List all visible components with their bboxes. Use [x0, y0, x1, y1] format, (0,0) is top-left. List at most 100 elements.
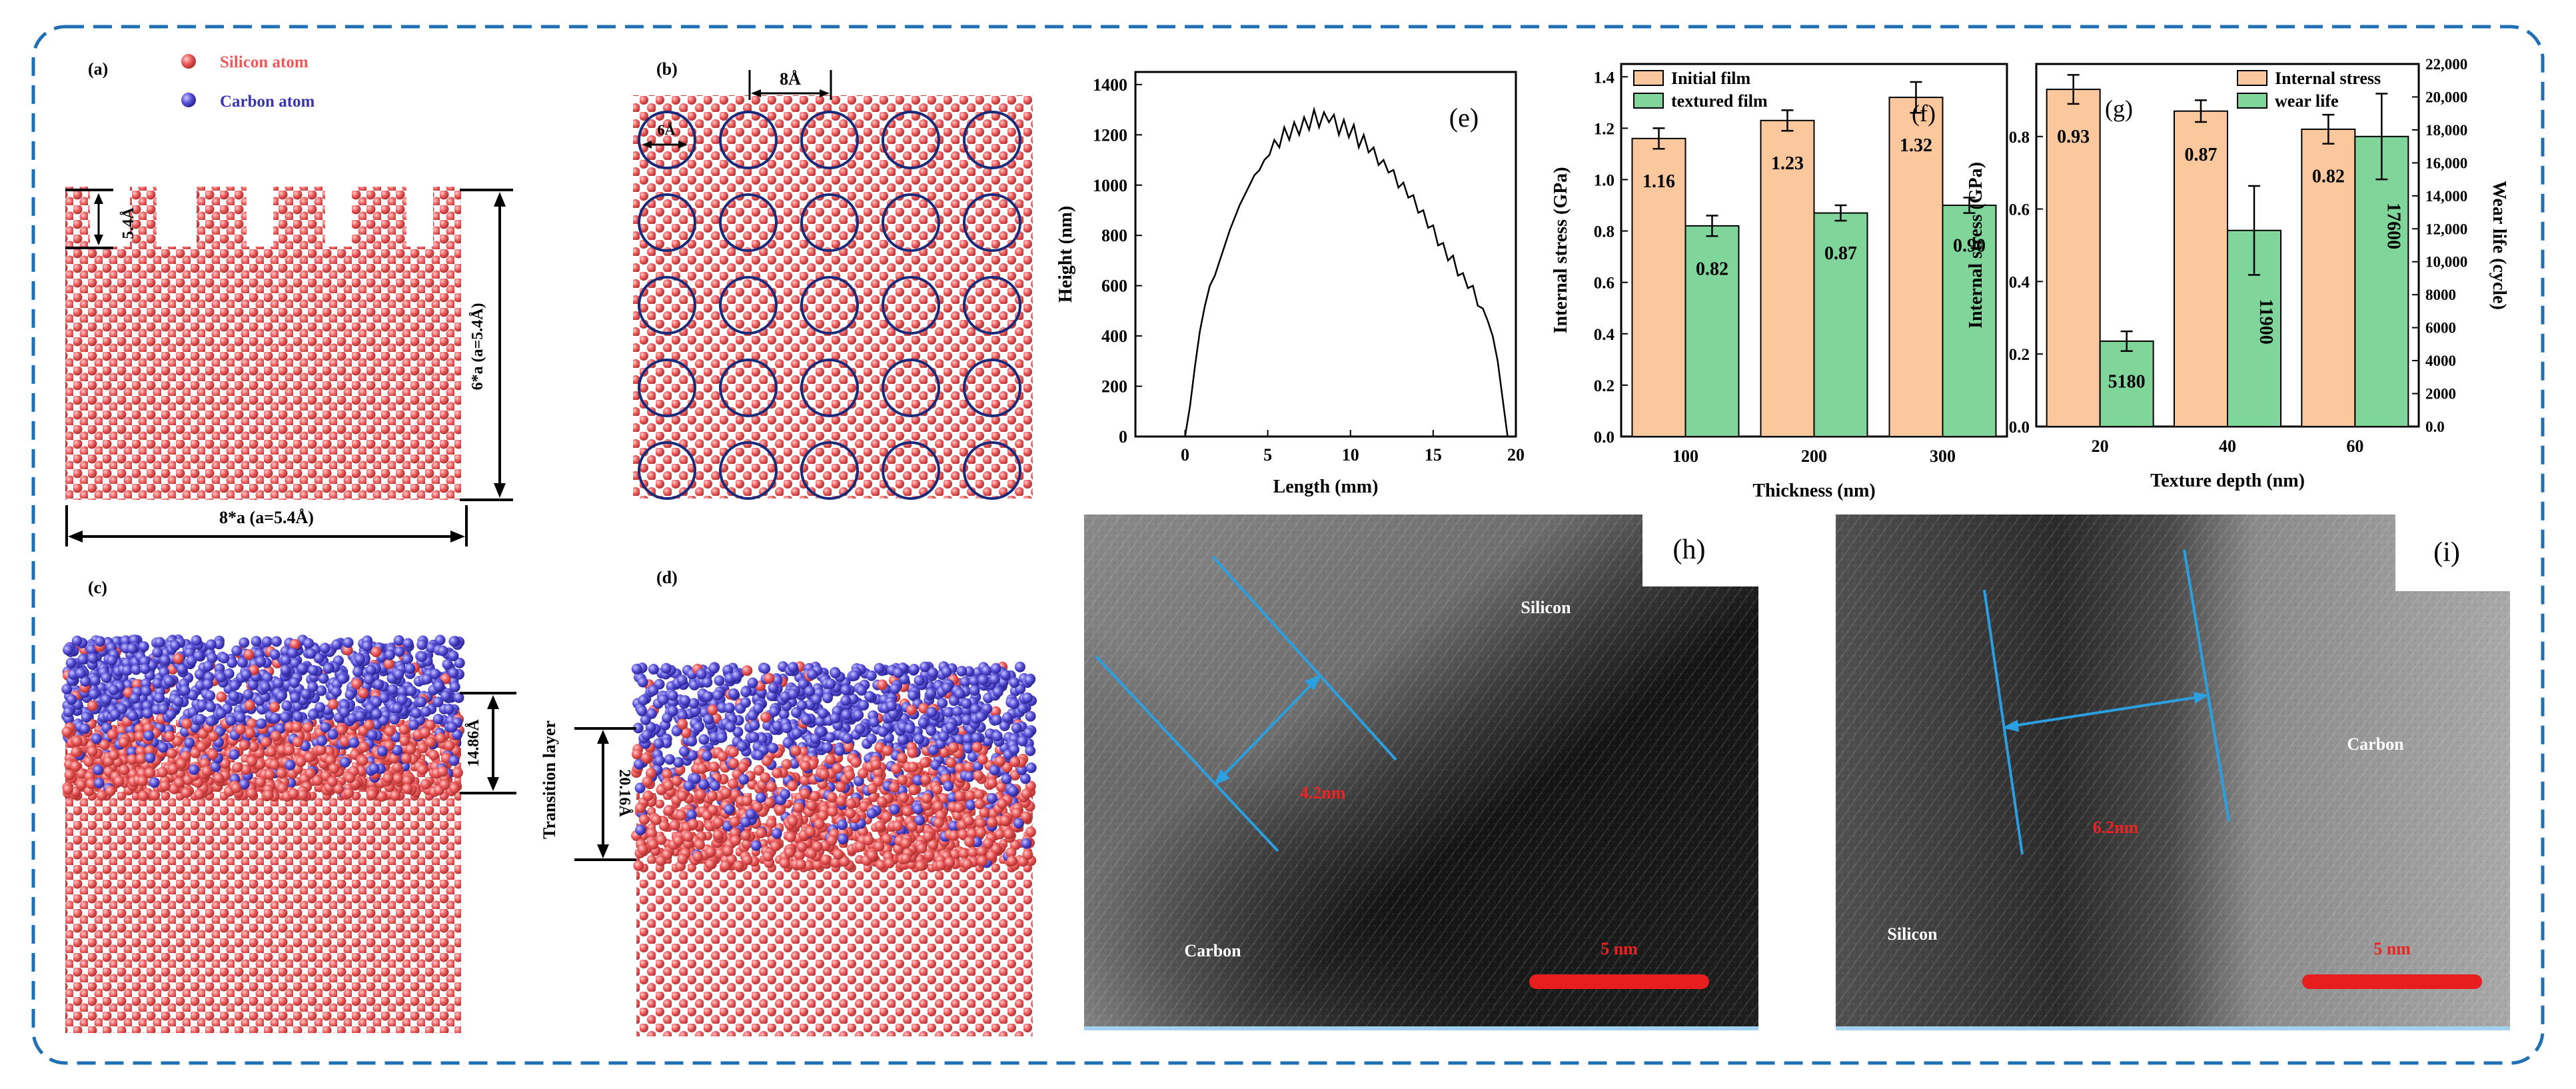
silicon-atom — [915, 860, 926, 872]
silicon-atom — [109, 750, 119, 760]
carbon-atom — [954, 688, 966, 699]
silicon-atom — [677, 853, 688, 864]
silicon-atom — [799, 774, 810, 786]
silicon-atom — [924, 850, 935, 861]
carbon-atom — [888, 708, 899, 720]
carbon-atom — [825, 678, 836, 689]
silicon-atom — [770, 840, 781, 852]
y-tick-label: 800 — [1101, 226, 1127, 245]
bar-initial-film — [1760, 119, 1815, 438]
carbon-atom — [394, 646, 405, 657]
carbon-atom — [648, 664, 659, 675]
carbon-atom — [317, 735, 327, 746]
carbon-atom — [205, 639, 217, 650]
pore-circle — [719, 359, 778, 417]
carbon-atom — [722, 664, 734, 676]
carbon-atom — [788, 688, 799, 700]
height-dimension-label: 6*a (a=5.4Å) — [469, 303, 486, 391]
y-tick-label: 0.4 — [2009, 273, 2030, 291]
silicon-atom — [975, 817, 986, 828]
silicon-atom — [444, 740, 455, 751]
carbon-atom — [638, 694, 649, 706]
silicon-atom — [402, 783, 413, 794]
carbon-atom — [961, 698, 972, 709]
silicon-atom — [977, 855, 988, 866]
panel-h: (h) Silicon Carbon 4.2nm 5 nm — [1084, 515, 1758, 1030]
carbon-atom — [926, 688, 937, 699]
silicon-atom — [835, 781, 846, 792]
silicon-atom — [305, 768, 316, 779]
pore-circle — [719, 111, 778, 169]
silicon-atom — [705, 846, 716, 857]
scale-bar-i — [2302, 974, 2482, 989]
carbon-atom — [999, 720, 1010, 731]
carbon-atom — [344, 689, 356, 700]
panel-b: (b) 8Å 6Å — [633, 59, 1033, 500]
carbon-atom — [801, 714, 812, 725]
silicon-atom — [742, 854, 753, 866]
carbon-atom — [893, 667, 904, 678]
silicon-atom — [986, 850, 997, 862]
carbon-atom — [989, 764, 1000, 776]
carbon-atom — [918, 717, 929, 728]
carbon-atom — [138, 641, 149, 652]
silicon-atom — [663, 780, 674, 791]
legend-silicon-label: Silicon atom — [220, 53, 309, 71]
panel-e-label: (e) — [1449, 103, 1479, 133]
silicon-atom — [1006, 855, 1017, 866]
silicon-atom — [902, 806, 913, 817]
silicon-atom — [766, 818, 777, 829]
y-right-tick-label: 18,000 — [2425, 122, 2467, 139]
silicon-atom — [796, 859, 806, 870]
carbon-atom — [256, 718, 267, 729]
silicon-atom — [881, 811, 892, 822]
bar-value-label: 1.32 — [1900, 135, 1932, 156]
y-tick-label: 1.4 — [1594, 69, 1615, 87]
y-right-axis-title: Wear life (cycle) — [2489, 181, 2509, 310]
silicon-atom — [673, 835, 684, 846]
carbon-atom — [725, 721, 736, 732]
carbon-atom — [914, 675, 925, 686]
carbon-atom — [830, 712, 841, 724]
silicon-atom — [863, 834, 874, 846]
y-right-tick-label: 2000 — [2425, 386, 2456, 403]
silicon-atom — [646, 828, 658, 839]
carbon-atom — [101, 672, 112, 683]
carbon-atom — [177, 664, 188, 674]
bar-textured-film — [1942, 205, 1997, 437]
carbon-atom — [342, 637, 354, 648]
silicon-atom — [648, 838, 659, 850]
silicon-atom — [908, 784, 920, 796]
carbon-atom — [393, 635, 404, 646]
silicon-atom — [958, 848, 969, 859]
carbon-atom — [303, 638, 315, 649]
carbon-atom — [989, 674, 1000, 685]
panel-i: (i) Silicon Carbon 6.2nm 5 nm — [1836, 515, 2510, 1030]
carbon-atom — [449, 681, 460, 692]
silicon-atom — [1011, 807, 1022, 818]
carbon-atom — [683, 780, 694, 791]
x-tick-label: 60 — [2346, 437, 2363, 456]
carbon-atom — [768, 682, 779, 693]
carbon-atom — [677, 710, 688, 721]
carbon-atom — [297, 663, 308, 674]
carbon-atom — [667, 690, 678, 701]
silicon-atom — [977, 754, 988, 765]
silicon-atom — [891, 763, 902, 774]
carbon-atom — [81, 712, 92, 723]
carbon-atom — [660, 662, 672, 674]
silicon-atom — [269, 701, 281, 712]
carbon-atom — [149, 777, 160, 788]
silicon-atom — [297, 789, 309, 800]
carbon-atom — [378, 714, 389, 726]
silicon-atom — [965, 790, 976, 801]
silicon-atom — [762, 850, 774, 862]
y-tick-label: 400 — [1101, 327, 1127, 346]
silicon-atom — [400, 752, 412, 764]
x-tick-label: 20 — [2092, 437, 2109, 456]
carbon-atom — [804, 686, 816, 697]
carbon-atom — [364, 674, 374, 685]
carbon-atom — [195, 714, 206, 725]
carbon-atom — [448, 755, 460, 766]
silicon-atom — [425, 736, 436, 748]
